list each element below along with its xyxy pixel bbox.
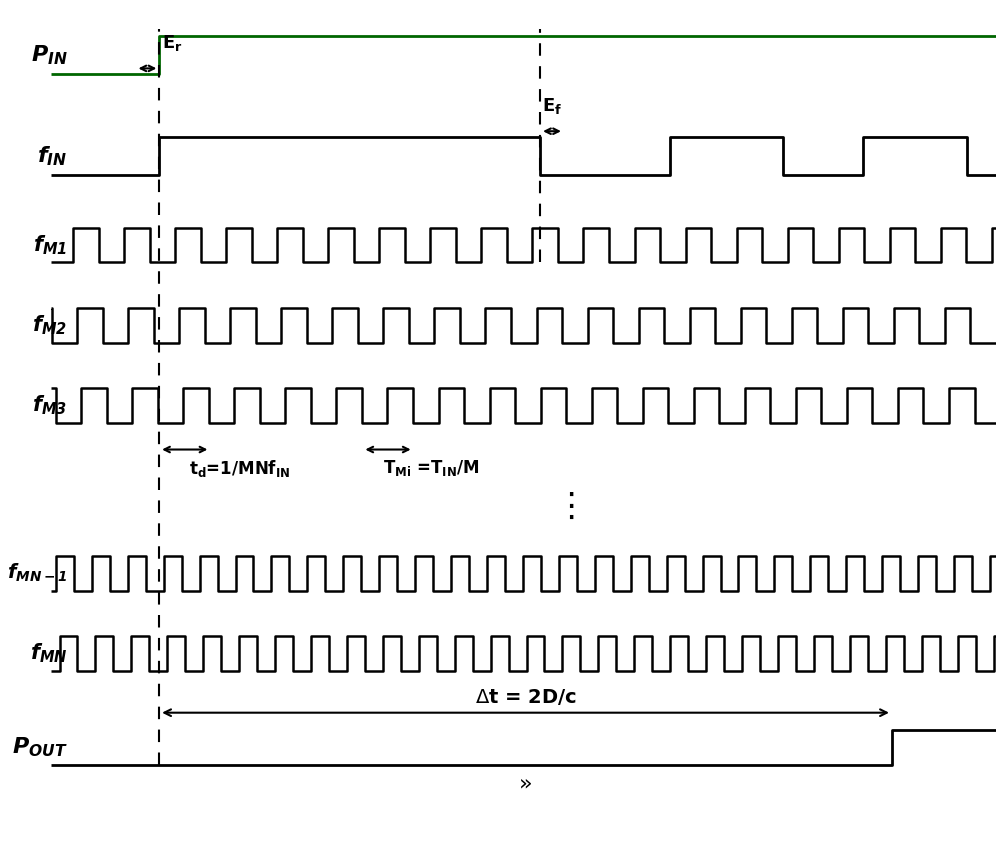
Text: P$_\mathregular{IN}$: P$_\mathregular{IN}$ — [31, 43, 68, 67]
Text: P$_\mathregular{OUT}$: P$_\mathregular{OUT}$ — [12, 736, 68, 760]
Text: f$_\mathregular{MN}$: f$_\mathregular{MN}$ — [30, 641, 68, 665]
Text: »: » — [519, 773, 532, 794]
Text: f$_\mathregular{M2}$: f$_\mathregular{M2}$ — [32, 314, 68, 337]
Text: f$_\mathregular{M3}$: f$_\mathregular{M3}$ — [32, 393, 68, 417]
Text: f$_\mathregular{M1}$: f$_\mathregular{M1}$ — [33, 233, 68, 257]
Text: T$_\mathregular{Mi}$ =T$_\mathregular{IN}$/M: T$_\mathregular{Mi}$ =T$_\mathregular{IN… — [383, 458, 480, 478]
Text: f$_\mathregular{IN}$: f$_\mathregular{IN}$ — [37, 144, 68, 168]
Text: f$_\mathregular{MN-1}$: f$_\mathregular{MN-1}$ — [7, 562, 68, 585]
Text: t$_\mathregular{d}$=1/MNf$_\mathregular{IN}$: t$_\mathregular{d}$=1/MNf$_\mathregular{… — [189, 458, 291, 479]
Text: E$_\mathregular{r}$: E$_\mathregular{r}$ — [162, 33, 182, 53]
Text: $\Delta$t = 2D/c: $\Delta$t = 2D/c — [475, 687, 576, 707]
Text: E$_\mathregular{f}$: E$_\mathregular{f}$ — [542, 96, 562, 116]
Text: ⋮: ⋮ — [554, 491, 587, 524]
